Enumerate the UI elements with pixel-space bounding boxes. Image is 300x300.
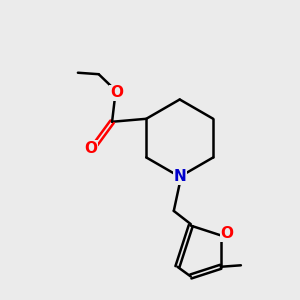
Text: N: N — [173, 169, 186, 184]
Text: O: O — [221, 226, 234, 241]
Text: O: O — [84, 141, 97, 156]
Text: O: O — [110, 85, 123, 100]
